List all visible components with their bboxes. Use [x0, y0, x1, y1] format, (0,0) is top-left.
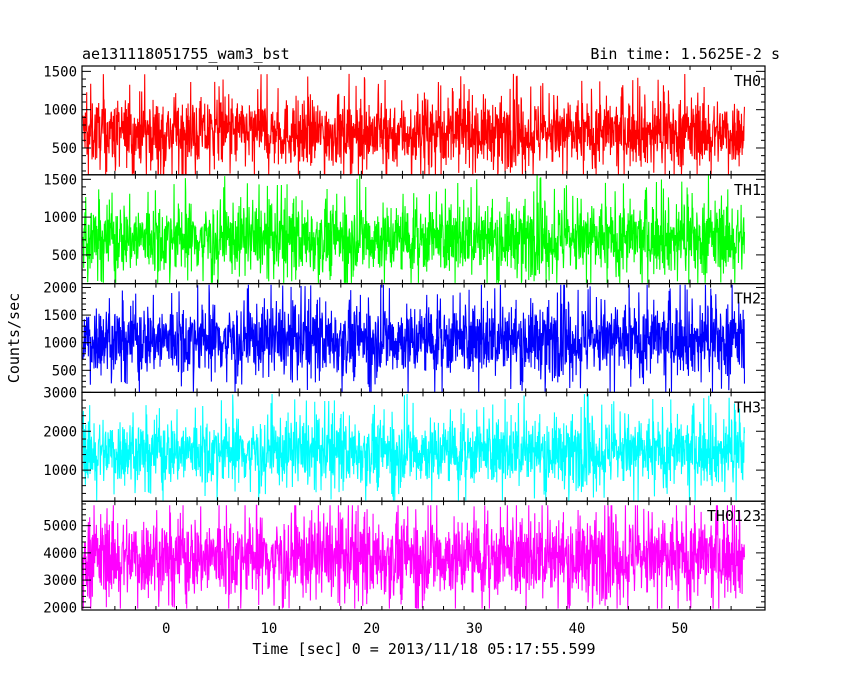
panel-label-th1: TH1 [734, 181, 761, 199]
lightcurve-th2 [82, 284, 746, 393]
x-tick-label: 40 [569, 621, 586, 637]
lightcurve-th1 [82, 175, 746, 283]
panels: 500 1000 1500 TH0 500 1000 1500 TH1 500 1000 1500 2… [43, 64, 766, 616]
panel-label-th2: TH2 [734, 290, 761, 308]
y-tick-label-th0: 1000 [43, 103, 77, 119]
y-tick-label-th2: 500 [52, 363, 77, 379]
y-tick-label-th0123: 5000 [43, 519, 77, 535]
y-tick-label-th2: 1000 [43, 336, 77, 352]
y-tick-label-th0: 500 [52, 141, 77, 157]
y-tick-label-th0123: 4000 [43, 546, 77, 562]
panel-th2: 500 1000 1500 2000 TH2 [43, 280, 766, 394]
y-tick-label-th1: 1500 [43, 172, 77, 188]
panel-label-th3: TH3 [734, 398, 761, 416]
y-tick-label-th3: 2000 [43, 424, 77, 440]
panel-th0123: 2000 3000 4000 5000 TH0123 [43, 500, 766, 616]
chart-title: ae131118051755_wam3_bst [82, 45, 290, 63]
x-axis-label: Time [sec] 0 = 2013/11/18 05:17:55.599 [252, 640, 595, 658]
lightcurve-th3 [82, 393, 746, 501]
panel-th0: 500 1000 1500 TH0 [43, 64, 766, 176]
panel-th1: 500 1000 1500 TH1 [43, 172, 766, 285]
y-tick-label-th0123: 2000 [43, 600, 77, 616]
y-tick-label-th3: 1000 [43, 463, 77, 479]
panel-label-th0: TH0 [734, 72, 761, 90]
y-tick-label-th0: 1500 [43, 64, 77, 80]
lightcurve-th0123 [82, 504, 746, 609]
y-axis-label: Counts/sec [5, 293, 23, 383]
x-axis: 0 10 20 30 40 50 [162, 621, 688, 637]
lightcurve-th0 [82, 73, 746, 176]
x-tick-label: 30 [466, 621, 483, 637]
y-tick-label-th3: 3000 [43, 385, 77, 401]
panel-label-th0123: TH0123 [707, 507, 761, 525]
bin-time-label: Bin time: 1.5625E-2 s [590, 45, 780, 63]
y-tick-label-th2: 2000 [43, 280, 77, 296]
x-tick-label: 0 [162, 621, 170, 637]
y-tick-label-th2: 1500 [43, 308, 77, 324]
panel-th3: 1000 2000 3000 TH3 [43, 385, 766, 502]
y-tick-label-th1: 1000 [43, 210, 77, 226]
x-tick-label: 10 [260, 621, 277, 637]
y-tick-label-th1: 500 [52, 248, 77, 264]
y-tick-label-th0123: 3000 [43, 573, 77, 589]
x-tick-label: 50 [671, 621, 688, 637]
x-tick-label: 20 [363, 621, 380, 637]
panel-frame-th0123 [81, 500, 766, 611]
